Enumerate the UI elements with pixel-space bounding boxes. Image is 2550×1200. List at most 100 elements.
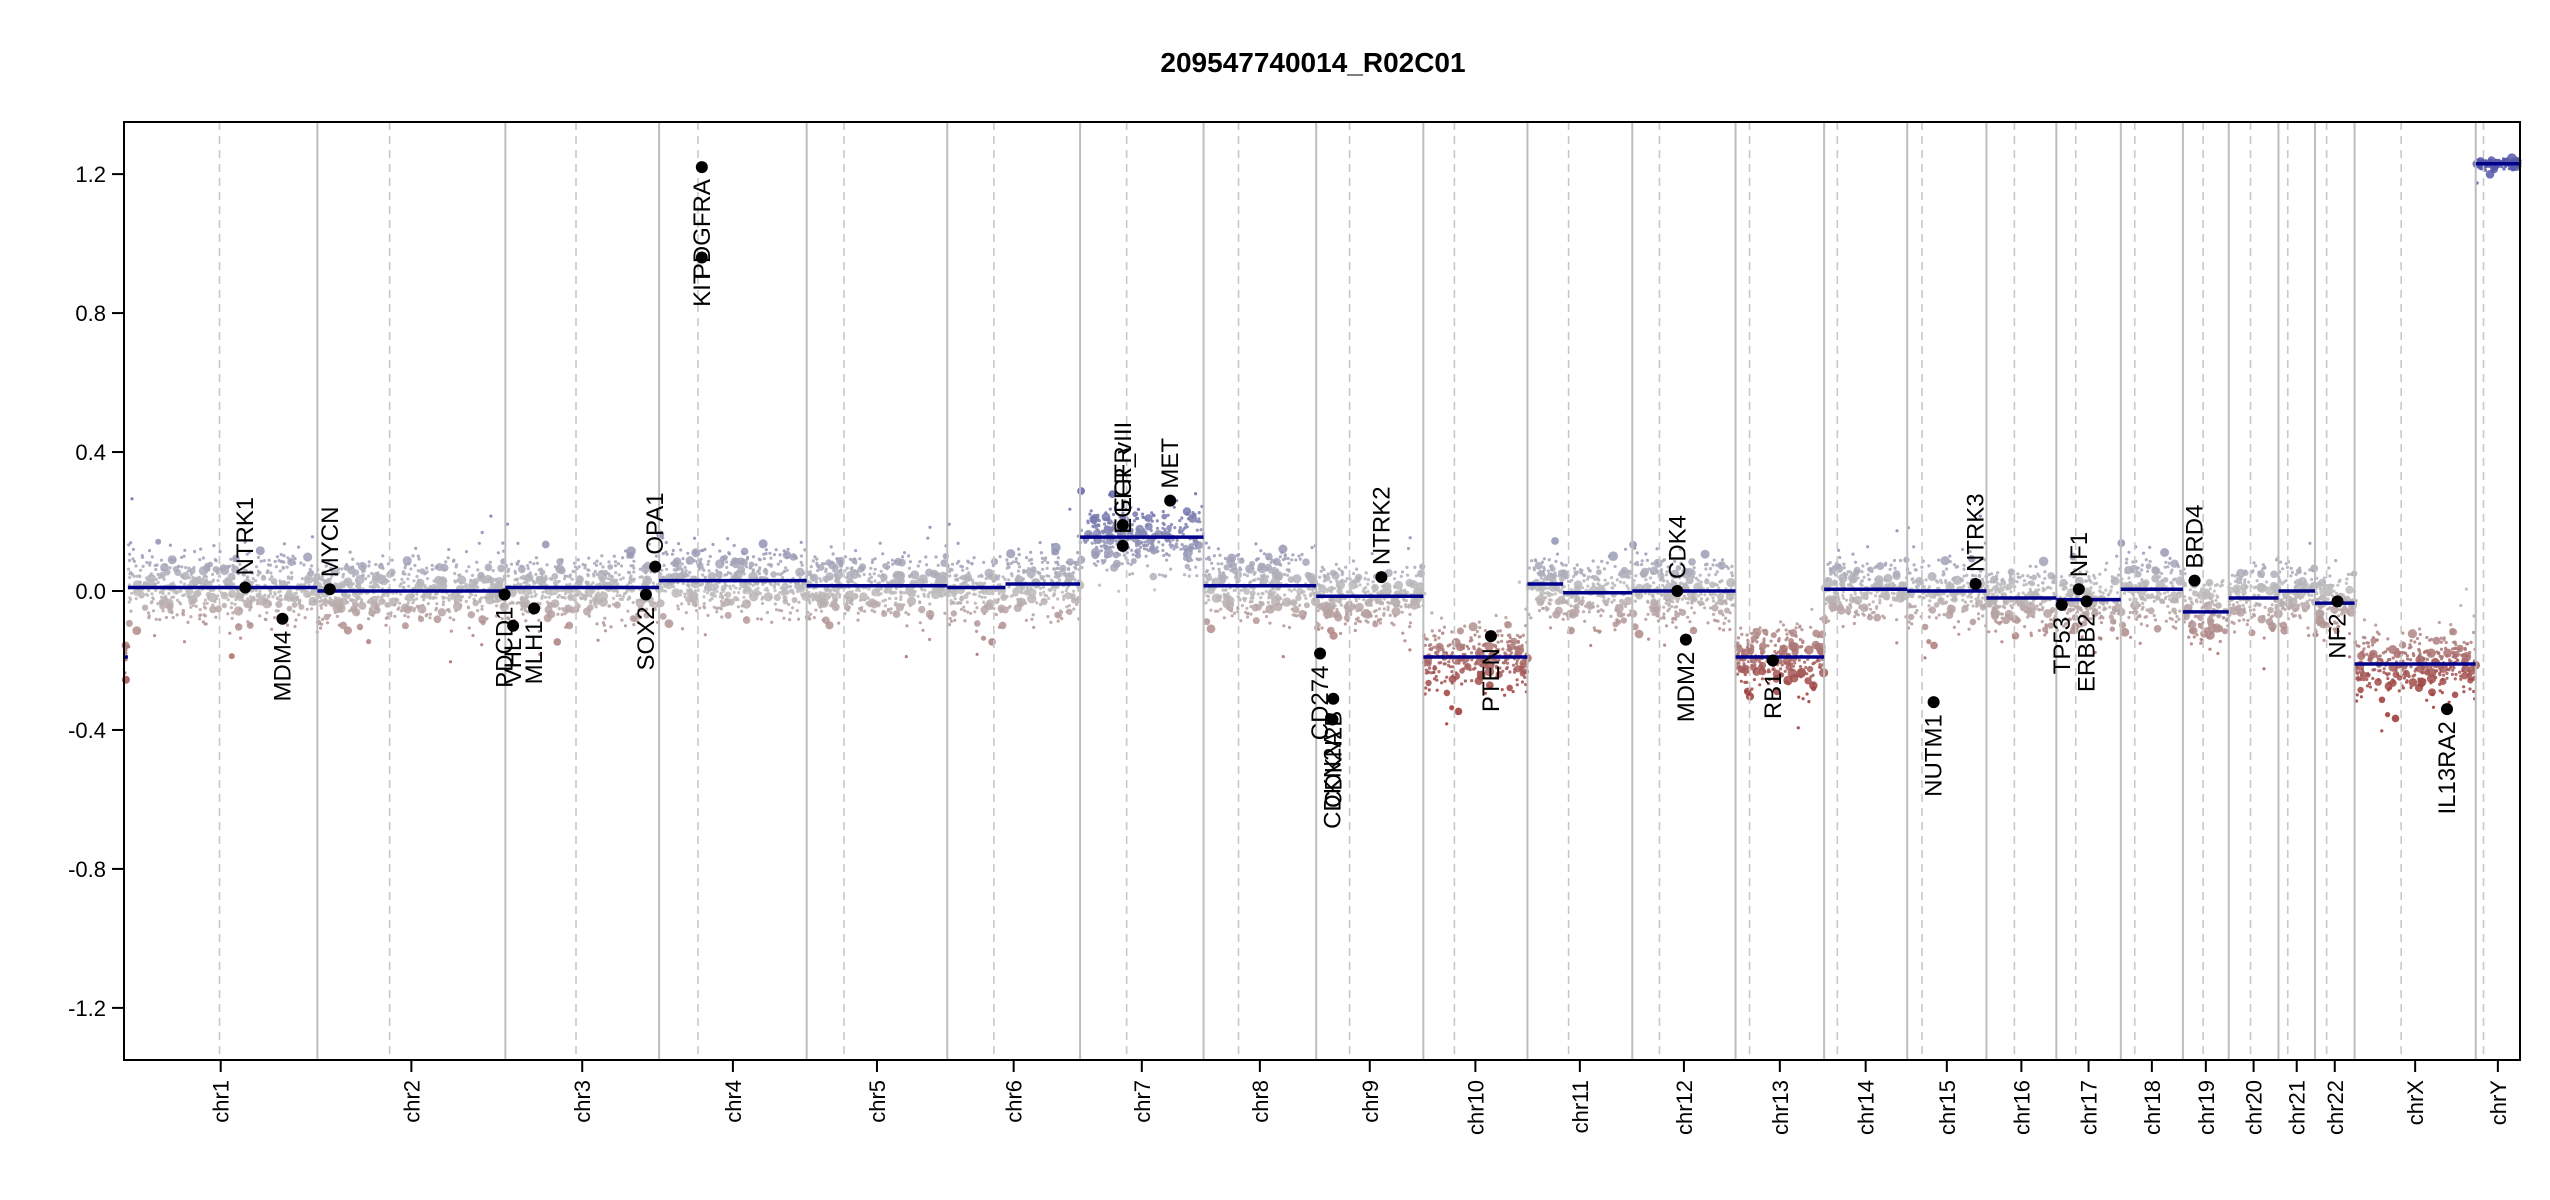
- probe-point: [1719, 562, 1723, 567]
- probe-point: [366, 600, 370, 604]
- probe-point: [183, 548, 187, 553]
- probe-point: [1224, 588, 1228, 592]
- probe-point: [198, 566, 209, 576]
- probe-point: [925, 568, 934, 577]
- probe-point: [952, 601, 956, 605]
- probe-point: [201, 556, 205, 560]
- probe-point: [1801, 697, 1805, 701]
- probe-point: [1495, 666, 1499, 670]
- probe-point: [816, 569, 820, 573]
- probe-point: [471, 583, 475, 587]
- probe-point: [268, 592, 273, 596]
- probe-point: [494, 577, 498, 582]
- probe-point: [1728, 627, 1732, 632]
- probe-point: [660, 568, 664, 572]
- probe-point: [1610, 586, 1614, 590]
- probe-point: [1557, 574, 1561, 578]
- probe-point: [1001, 575, 1005, 579]
- probe-point: [703, 575, 707, 579]
- probe-point: [1334, 562, 1338, 567]
- probe-point: [525, 564, 530, 568]
- probe-point: [1711, 563, 1715, 567]
- probe-point: [1117, 532, 1121, 536]
- probe-point: [1035, 601, 1039, 605]
- probe-point: [560, 612, 564, 617]
- probe-point: [982, 600, 986, 604]
- probe-point: [1184, 522, 1188, 527]
- probe-point: [435, 564, 439, 569]
- probe-point: [680, 569, 685, 573]
- probe-point: [719, 575, 723, 579]
- probe-point: [1790, 644, 1794, 648]
- probe-point: [1339, 597, 1343, 601]
- probe-point: [256, 569, 261, 573]
- probe-point: [1760, 677, 1764, 681]
- probe-point: [545, 563, 549, 567]
- probe-point: [310, 590, 314, 594]
- probe-point: [1131, 553, 1135, 557]
- probe-point: [1229, 569, 1233, 573]
- probe-point: [637, 606, 644, 613]
- probe-point: [1390, 596, 1400, 606]
- probe-point: [425, 566, 429, 570]
- probe-point: [613, 560, 618, 564]
- probe-point: [1189, 549, 1193, 553]
- probe-point: [838, 593, 842, 597]
- probe-point: [1753, 663, 1757, 667]
- probe-point: [232, 576, 236, 581]
- probe-point: [204, 622, 208, 626]
- probe-point: [1633, 546, 1637, 550]
- probe-point: [1178, 526, 1182, 530]
- probe-point: [1136, 507, 1140, 511]
- probe-point: [899, 591, 903, 595]
- probe-point: [1195, 557, 1199, 561]
- probe-point: [1268, 592, 1275, 600]
- probe-point: [1252, 578, 1256, 583]
- probe-point: [1340, 569, 1344, 573]
- probe-point: [1579, 571, 1583, 575]
- probe-point: [1718, 580, 1722, 584]
- probe-point: [127, 558, 132, 563]
- probe-point: [889, 611, 893, 615]
- probe-point: [1217, 567, 1221, 571]
- probe-point: [286, 605, 293, 612]
- probe-point: [1791, 648, 1799, 656]
- probe-point: [959, 582, 963, 587]
- probe-point: [270, 627, 274, 631]
- probe-point: [167, 591, 171, 596]
- probe-point: [1195, 528, 1199, 532]
- probe-point: [268, 577, 272, 581]
- probe-point: [663, 584, 667, 588]
- probe-point: [1540, 601, 1544, 605]
- probe-point: [632, 559, 636, 563]
- probe-point: [1101, 512, 1111, 522]
- probe-point: [756, 617, 760, 621]
- probe-point: [1696, 578, 1700, 582]
- probe-point: [1337, 586, 1341, 590]
- probe-point: [415, 574, 419, 579]
- probe-point: [367, 564, 371, 568]
- probe-point: [154, 567, 158, 572]
- probe-point: [965, 600, 969, 604]
- probe-point: [1595, 629, 1600, 633]
- probe-point: [576, 608, 580, 612]
- probe-point: [145, 560, 149, 565]
- probe-point: [320, 598, 324, 603]
- probe-point: [1662, 558, 1666, 562]
- probe-point: [1071, 597, 1078, 604]
- probe-point: [356, 585, 360, 589]
- probe-point: [746, 555, 750, 559]
- probe-point: [1056, 566, 1060, 571]
- probe-point: [1042, 590, 1046, 594]
- probe-point: [907, 612, 911, 617]
- probe-point: [1216, 547, 1220, 551]
- probe-point: [547, 595, 551, 599]
- probe-point: [1524, 624, 1528, 628]
- probe-point: [612, 596, 616, 600]
- probe-point: [1256, 577, 1260, 581]
- probe-point: [1504, 616, 1508, 620]
- probe-point: [1793, 661, 1797, 665]
- probe-point: [1134, 548, 1142, 555]
- probe-point: [1442, 650, 1446, 654]
- probe-point: [1745, 633, 1749, 637]
